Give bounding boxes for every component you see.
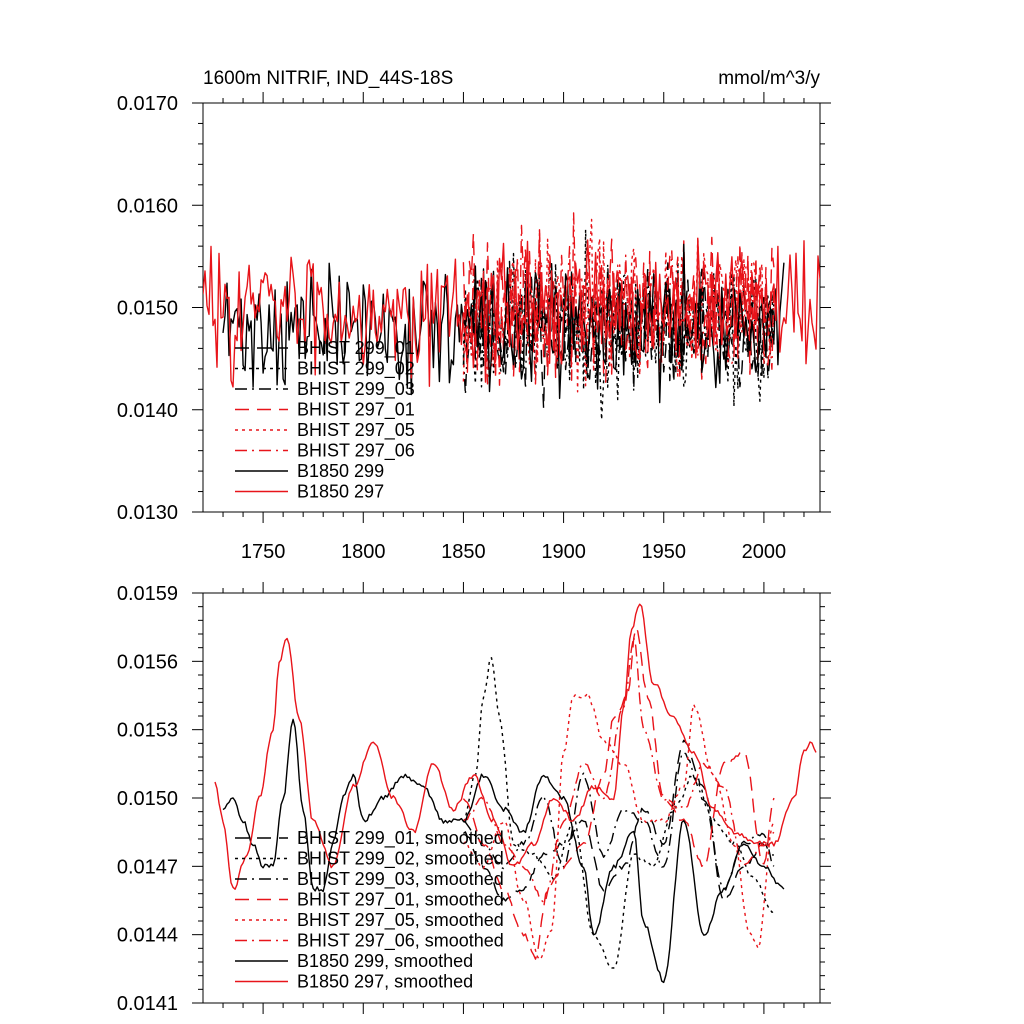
y-tick-label: 0.0150 <box>117 298 178 320</box>
x-tick-label: 1800 <box>341 541 386 563</box>
y-tick-label: 0.0141 <box>117 993 178 1015</box>
x-tick-label: 2000 <box>742 541 787 563</box>
series-line <box>222 718 785 984</box>
legend-label: BHIST 297_05 <box>297 420 415 441</box>
legend-label: B1850 297, smoothed <box>297 972 473 992</box>
legend-label: B1850 297 <box>297 482 384 502</box>
x-tick-label: 1850 <box>441 541 486 563</box>
top-title-left: 1600m NITRIF, IND_44S-18S <box>203 68 453 89</box>
legend-label: BHIST 299_01 <box>297 338 415 359</box>
y-tick-label: 0.0170 <box>117 93 178 115</box>
x-tick-label: 1750 <box>241 541 286 563</box>
series-line <box>462 692 775 961</box>
legend-label: B1850 299, smoothed <box>297 951 473 971</box>
series-line <box>462 218 775 393</box>
y-tick-label: 0.0156 <box>117 651 178 673</box>
series-line <box>462 260 775 396</box>
y-tick-label: 0.0144 <box>117 925 178 947</box>
y-tick-label: 0.0160 <box>117 195 178 217</box>
bottom-series <box>214 603 817 984</box>
series-line <box>462 627 775 960</box>
series-line <box>462 636 775 903</box>
series-line <box>214 603 817 890</box>
y-tick-label: 0.0153 <box>117 720 178 742</box>
y-tick-label: 0.0130 <box>117 502 178 524</box>
top-series <box>203 212 820 421</box>
legend-label: BHIST 297_01, smoothed <box>297 890 504 911</box>
top-title-right: mmol/m^3/y <box>718 68 820 89</box>
top-panel: 1600m NITRIF, IND_44S-18S mmol/m^3/y 175… <box>117 68 831 563</box>
legend-label: BHIST 297_06, smoothed <box>297 931 504 952</box>
legend-label: BHIST 299_01, smoothed <box>297 828 504 849</box>
x-tick-label: 1900 <box>541 541 586 563</box>
legend-label: BHIST 299_03 <box>297 379 415 400</box>
legend-label: BHIST 297_05, smoothed <box>297 910 504 931</box>
bottom-panel: 0.0141 0.0144 0.0147 0.0150 0.0153 0.0156 0.01… <box>117 582 831 1015</box>
series-line <box>203 238 820 388</box>
legend-label: BHIST 297_06 <box>297 441 415 462</box>
plot-frame <box>202 592 821 1004</box>
bottom-axes: 0.0141 0.0144 0.0147 0.0150 0.0153 0.0156 0.01… <box>117 582 831 1015</box>
series-line <box>463 752 775 890</box>
series-line <box>462 657 775 969</box>
top-axes: 1750 1800 1850 1900 1950 2000 0.0130 0.0140 0.01… <box>117 92 831 563</box>
y-tick-label: 0.0147 <box>117 856 178 878</box>
y-tick-label: 0.0150 <box>117 788 178 810</box>
x-tick-label: 1950 <box>641 541 686 563</box>
legend-label: BHIST 299_03, smoothed <box>297 869 504 890</box>
y-tick-label: 0.0159 <box>117 583 178 605</box>
legend-label: BHIST 299_02, smoothed <box>297 849 504 870</box>
series-line <box>462 739 774 903</box>
y-tick-label: 0.0140 <box>117 400 178 422</box>
legend-label: BHIST 297_01 <box>297 400 415 421</box>
legend-label: BHIST 299_02 <box>297 359 415 380</box>
legend-label: B1850 299 <box>297 461 384 481</box>
